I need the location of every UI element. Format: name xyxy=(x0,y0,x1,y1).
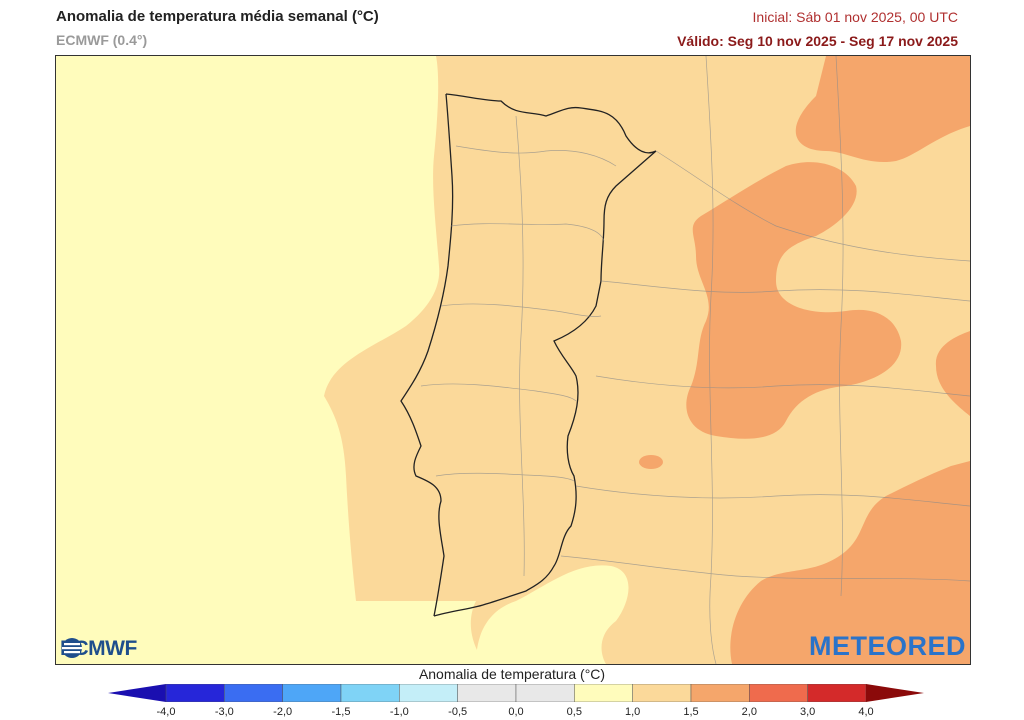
legend-tick-label: 2,0 xyxy=(741,706,757,718)
legend-cell xyxy=(749,684,808,702)
district-lines xyxy=(420,56,970,664)
legend-cell xyxy=(574,684,633,702)
legend-cell xyxy=(282,684,342,702)
legend-cell xyxy=(457,684,517,702)
legend-tick-label: 4,0 xyxy=(858,706,874,718)
ecmwf-logo: ECMWF xyxy=(60,637,137,661)
legend-tick-label: 3,0 xyxy=(800,706,816,718)
map-canvas xyxy=(324,56,970,664)
anomaly-zone-1-5-2-east-band xyxy=(686,162,902,439)
legend-tick-label: 1,0 xyxy=(625,706,641,718)
legend-tick-label: 0,5 xyxy=(566,706,582,718)
legend-cells xyxy=(165,684,867,702)
legend-cell xyxy=(690,684,750,702)
initial-time: Inicial: Sáb 01 nov 2025, 00 UTC xyxy=(752,9,958,25)
color-legend-bar xyxy=(108,684,924,702)
legend-cell xyxy=(165,684,225,702)
legend-tick-label: -2,0 xyxy=(273,706,293,718)
legend-under-arrow xyxy=(108,684,166,702)
legend-title: Anomalia de temperatura (°C) xyxy=(418,666,606,682)
legend-tick-label: -3,0 xyxy=(214,706,234,718)
anomaly-zone-0-5-1-south xyxy=(476,565,629,664)
legend-cell xyxy=(399,684,458,702)
ecmwf-logo-icon xyxy=(62,638,82,658)
legend-cell xyxy=(515,684,575,702)
legend-cell xyxy=(807,684,867,702)
legend-tick-label: 1,5 xyxy=(683,706,699,718)
legend-cell xyxy=(340,684,400,702)
portugal-coastline xyxy=(400,93,454,617)
legend-tick-label: -0,5 xyxy=(448,706,468,718)
portugal-border xyxy=(433,93,657,617)
anomaly-spot xyxy=(639,455,663,469)
model-label: ECMWF (0.4°) xyxy=(56,32,148,48)
anomaly-map[interactable]: ECMWF METEORED xyxy=(55,55,971,665)
legend-tick-label: 0,0 xyxy=(508,706,524,718)
legend-over-arrow xyxy=(866,684,924,702)
meteored-logo: METEORED xyxy=(808,631,966,661)
legend-cell xyxy=(224,684,283,702)
anomaly-zone-1-5-2 xyxy=(730,56,970,664)
legend-tick-label: -1,0 xyxy=(389,706,409,718)
map-title: Anomalia de temperatura média semanal (°… xyxy=(56,8,379,25)
legend-cell xyxy=(632,684,692,702)
legend-tick-label: -1,5 xyxy=(331,706,351,718)
legend-tick-label: -4,0 xyxy=(156,706,176,718)
valid-period: Válido: Seg 10 nov 2025 - Seg 17 nov 202… xyxy=(677,33,958,49)
